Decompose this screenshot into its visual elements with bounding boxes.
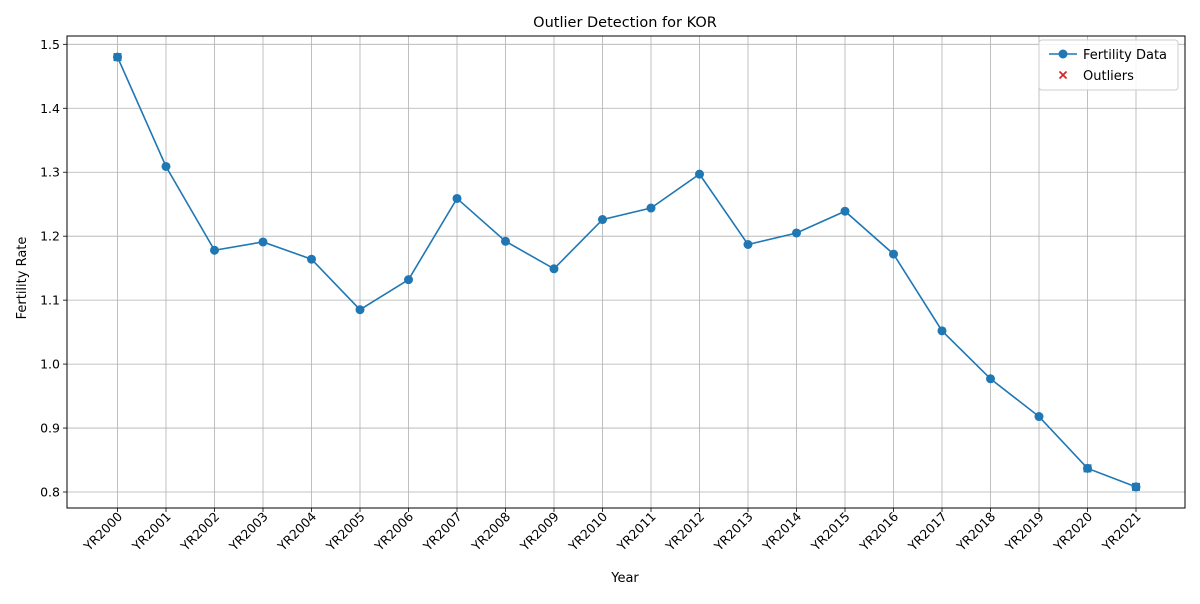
legend-entry-fertility: Fertility Data bbox=[1083, 48, 1167, 63]
y-tick-label: 0.9 bbox=[40, 421, 60, 436]
legend-x-icon bbox=[1058, 70, 1068, 80]
data-point bbox=[840, 206, 850, 216]
data-point bbox=[258, 237, 268, 247]
plot-frame bbox=[66, 35, 1186, 509]
y-axis-label: Fertility Rate bbox=[15, 237, 30, 320]
data-point bbox=[404, 275, 413, 285]
data-point bbox=[937, 326, 947, 336]
data-point bbox=[743, 239, 753, 249]
data-point bbox=[889, 249, 898, 259]
data-point bbox=[161, 161, 171, 171]
chart-title: Outlier Detection for KOR bbox=[533, 15, 717, 31]
data-point bbox=[355, 305, 365, 315]
series-line bbox=[116, 56, 1137, 488]
data-point bbox=[646, 203, 656, 213]
legend-outlier-marker bbox=[1058, 70, 1068, 80]
legend-box bbox=[1038, 39, 1179, 91]
data-point bbox=[1034, 412, 1044, 422]
legend-entry-outliers: Outliers bbox=[1083, 69, 1134, 84]
data-point bbox=[986, 374, 995, 384]
legend-dot-marker bbox=[1058, 49, 1068, 59]
data-point bbox=[307, 254, 316, 264]
outlier-overlay-point bbox=[113, 53, 122, 62]
y-tick-label: 1.5 bbox=[40, 37, 60, 52]
data-point bbox=[210, 245, 219, 255]
y-tick-label: 1.1 bbox=[40, 293, 60, 308]
data-point bbox=[452, 193, 462, 203]
x-axis-label: Year bbox=[610, 571, 639, 586]
data-point bbox=[598, 215, 607, 225]
y-tick-label: 0.8 bbox=[40, 485, 60, 500]
outlier-overlay-point bbox=[1132, 482, 1140, 491]
data-point bbox=[792, 228, 801, 238]
y-tick-label: 1.3 bbox=[40, 165, 60, 180]
legend: Fertility Data Outliers bbox=[1038, 39, 1179, 91]
data-point bbox=[549, 264, 559, 274]
data-point bbox=[501, 236, 510, 246]
outlier-overlay-point bbox=[1083, 464, 1092, 473]
y-tick-label: 1.2 bbox=[40, 229, 60, 244]
y-tick-label: 1.4 bbox=[40, 101, 60, 116]
outlier-stroke bbox=[1058, 70, 1068, 80]
y-axis-ticks: 0.8 0.9 1.0 1.1 1.2 1.3 1.4 1.5 bbox=[40, 37, 67, 500]
outliers-layer bbox=[113, 52, 1141, 492]
series-layer bbox=[113, 52, 1141, 492]
y-tick-label: 1.0 bbox=[40, 357, 60, 372]
data-point bbox=[695, 169, 704, 179]
